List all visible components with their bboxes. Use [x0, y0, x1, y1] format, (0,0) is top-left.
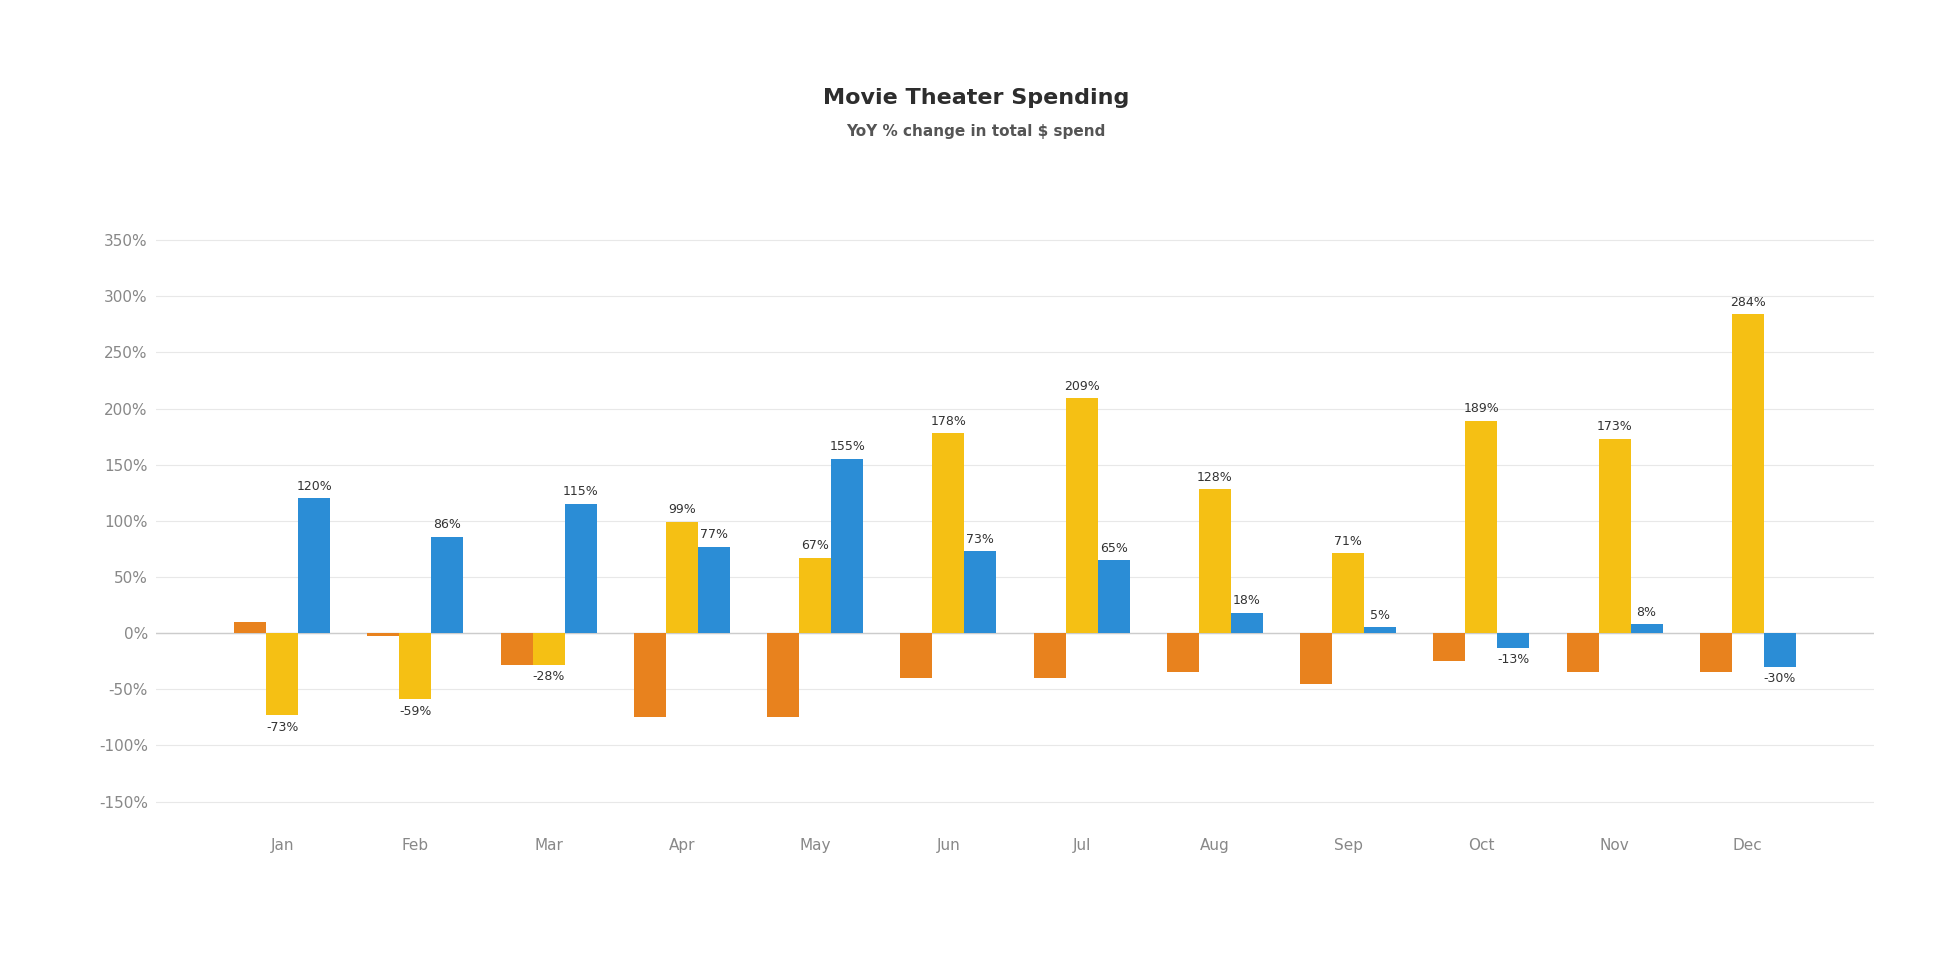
Bar — [1466, 421, 1497, 633]
Text: 128%: 128% — [1197, 470, 1234, 484]
Legend: 2020 vs 2019, 2021 vs 2020, 2022 vs 2021: 2020 vs 2019, 2021 vs 2020, 2022 vs 2021 — [129, 972, 611, 976]
Bar — [1035, 633, 1066, 678]
Bar — [1331, 553, 1364, 633]
Bar — [666, 522, 699, 633]
Bar — [933, 433, 964, 633]
Bar — [502, 633, 533, 665]
Bar — [234, 622, 265, 633]
Bar — [1731, 314, 1765, 633]
Text: -13%: -13% — [1497, 653, 1530, 667]
Text: -28%: -28% — [533, 671, 564, 683]
Bar — [299, 499, 330, 633]
Text: 155%: 155% — [830, 440, 865, 454]
Text: 86%: 86% — [433, 518, 461, 531]
Bar — [367, 633, 400, 636]
Bar — [533, 633, 564, 665]
Bar — [431, 537, 463, 633]
Text: 67%: 67% — [800, 540, 830, 552]
Text: 8%: 8% — [1636, 605, 1657, 619]
Text: 71%: 71% — [1335, 535, 1362, 548]
Bar — [1497, 633, 1528, 648]
Bar — [634, 633, 666, 717]
Text: 209%: 209% — [1064, 380, 1099, 392]
Text: 115%: 115% — [562, 485, 599, 499]
Bar — [265, 633, 299, 715]
Bar — [832, 459, 863, 633]
Bar — [1433, 633, 1466, 661]
Text: 173%: 173% — [1597, 421, 1632, 433]
Text: Movie Theater Spending: Movie Theater Spending — [824, 88, 1128, 107]
Text: 73%: 73% — [966, 533, 994, 546]
Bar — [699, 547, 730, 633]
Bar — [798, 558, 832, 633]
Text: -59%: -59% — [400, 705, 431, 718]
Bar — [1066, 398, 1097, 633]
Text: -30%: -30% — [1765, 672, 1796, 685]
Bar — [1232, 613, 1263, 633]
Text: 5%: 5% — [1370, 609, 1390, 622]
Text: 189%: 189% — [1464, 402, 1499, 415]
Bar — [964, 551, 996, 633]
Bar — [1300, 633, 1331, 683]
Bar — [1364, 628, 1396, 633]
Text: 178%: 178% — [931, 415, 966, 427]
Text: 120%: 120% — [297, 480, 332, 493]
Bar — [1199, 489, 1232, 633]
Bar — [1567, 633, 1599, 672]
Text: 65%: 65% — [1099, 542, 1128, 554]
Bar — [1097, 560, 1130, 633]
Bar — [1599, 439, 1630, 633]
Bar — [1700, 633, 1731, 672]
Bar — [1630, 624, 1663, 633]
Bar — [1765, 633, 1796, 667]
Bar — [564, 504, 597, 633]
Bar — [767, 633, 798, 717]
Text: 99%: 99% — [668, 504, 695, 516]
Text: -73%: -73% — [265, 720, 299, 734]
Bar — [1167, 633, 1199, 672]
Text: 18%: 18% — [1234, 594, 1261, 607]
Text: 77%: 77% — [701, 528, 728, 541]
Bar — [400, 633, 431, 700]
Text: 284%: 284% — [1729, 296, 1767, 308]
Text: YoY % change in total $ spend: YoY % change in total $ spend — [847, 124, 1105, 140]
Bar — [900, 633, 933, 678]
